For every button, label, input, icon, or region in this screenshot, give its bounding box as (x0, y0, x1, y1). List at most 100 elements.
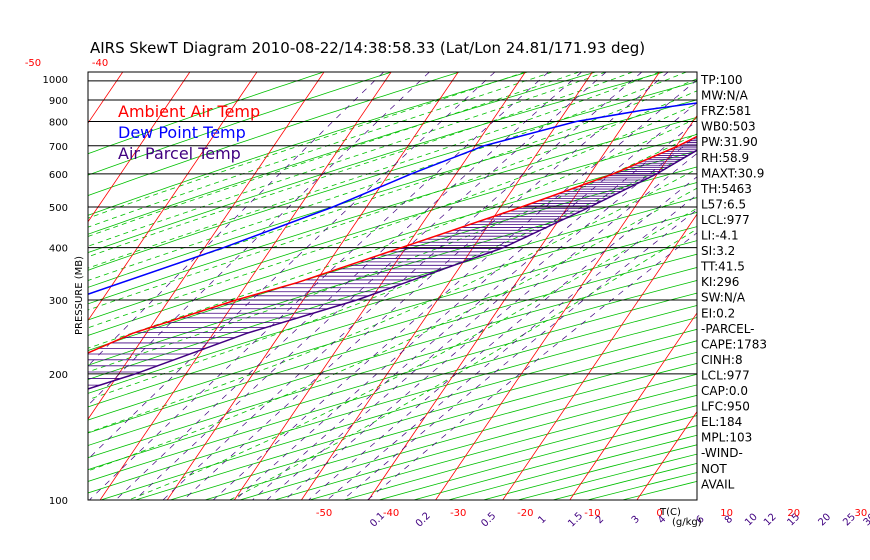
index-item: NOT (701, 462, 727, 476)
temp-tick-label: -10 (584, 508, 600, 519)
isotherm (99, 72, 392, 500)
index-item: MW:N/A (701, 89, 749, 103)
background-grid (88, 72, 697, 500)
index-item: TP:100 (700, 73, 743, 87)
index-item: MAXT:30.9 (701, 166, 764, 180)
x-axis-label: T(C) (659, 507, 681, 518)
y-axis-label: PRESSURE (MB) (74, 256, 85, 335)
mixing-ratio-line (326, 194, 697, 500)
dry-adiabat (88, 72, 664, 254)
index-item: -WIND- (701, 446, 743, 460)
chart-title: AIRS SkewT Diagram 2010-08-22/14:38:58.3… (90, 39, 645, 57)
index-item: CINH:8 (701, 353, 743, 367)
legend-dew-point-temp: Dew Point Temp (118, 123, 246, 142)
index-item: CAP:0.0 (701, 384, 748, 398)
dry-adiabat (88, 292, 697, 471)
moist-adiabat (88, 90, 697, 311)
legend: Ambient Air Temp Dew Point Temp Air Parc… (118, 102, 260, 163)
mixing-ratio-tick-label: 30 (862, 512, 870, 529)
temp-tick-label: -50 (316, 508, 332, 519)
moist-adiabat (88, 72, 687, 281)
mixing-ratio-line (212, 79, 697, 500)
dry-adiabat (88, 72, 460, 196)
temp-tick-label: -30 (450, 508, 466, 519)
index-item: LCL:977 (701, 213, 750, 227)
index-item: FRZ:581 (701, 104, 751, 118)
dry-adiabat (88, 267, 697, 446)
index-item: -PARCEL- (701, 322, 755, 336)
index-item: EI:0.2 (701, 306, 735, 320)
dry-adiabat (88, 81, 697, 271)
index-item: SI:3.2 (701, 244, 735, 258)
dry-adiabat (88, 240, 697, 421)
dry-adiabat (88, 72, 596, 235)
index-item: LI:-4.1 (701, 229, 739, 243)
temp-tick-label: -20 (517, 508, 533, 519)
index-item: MPL:103 (701, 431, 752, 445)
legend-air-parcel-temp: Air Parcel Temp (118, 144, 241, 163)
pressure-tick-label: 500 (49, 203, 68, 214)
index-item: PW:31.90 (701, 135, 758, 149)
mixing-ratio-line (234, 102, 697, 500)
isotherm (166, 72, 459, 500)
temp-tick-label: 10 (720, 508, 733, 519)
index-item: LFC:950 (701, 400, 750, 414)
plot-frame (87, 71, 698, 501)
isotherm (569, 312, 697, 500)
pressure-tick-label: 800 (49, 117, 68, 128)
moist-adiabat (88, 150, 697, 401)
dry-adiabat (88, 211, 697, 394)
mixing-ratio-line (162, 72, 643, 500)
pressure-tick-label: 900 (49, 96, 68, 107)
index-item: RH:58.9 (701, 151, 749, 165)
isotherm (88, 72, 191, 223)
isotherm (636, 410, 697, 500)
temp-tick-label: 0 (656, 508, 662, 519)
ambient-temp-line (88, 135, 697, 354)
moist-adiabat (88, 72, 607, 247)
isotherm (233, 72, 526, 500)
moist-adiabat (88, 168, 697, 433)
moist-adiabat (88, 72, 553, 228)
dry-adiabat (88, 226, 697, 408)
dry-adiabat (88, 116, 697, 305)
isotherm (502, 213, 697, 500)
moist-adiabat (229, 228, 697, 500)
dry-adiabat (88, 72, 324, 155)
moist-adiabat (128, 207, 697, 500)
index-item: TT:41.5 (700, 260, 745, 274)
pressure-tick-label: 700 (49, 142, 68, 153)
pressure-tick-label: 1000 (43, 75, 68, 86)
index-item: L57:6.5 (701, 197, 746, 211)
isotherm (88, 72, 325, 420)
plot-border (87, 71, 698, 501)
pressure-tick-label: 400 (49, 244, 68, 255)
pressure-tick-label: 100 (49, 496, 68, 507)
dry-adiabat (88, 99, 697, 288)
dry-adiabat (88, 72, 392, 176)
mixing-ratio-line (183, 72, 669, 500)
moist-adiabat (88, 72, 580, 237)
isotherm (435, 114, 697, 500)
index-item: SW:N/A (701, 291, 746, 305)
moist-adiabat (88, 72, 660, 269)
index-item: EL:184 (701, 415, 742, 429)
dew-point-line (88, 102, 697, 295)
air-parcel-line (88, 149, 697, 390)
mixing-ratio-line (252, 120, 697, 500)
top-temp-tick-label: -40 (92, 58, 108, 69)
dry-adiabat (88, 305, 697, 482)
index-item: AVAIL (701, 477, 735, 491)
mixing-ratio-line (89, 72, 549, 500)
mixing-ratio-unit: (g/kg) (672, 517, 702, 528)
index-item: WB0:503 (701, 120, 756, 134)
top-temp-tick-label: -50 (25, 58, 41, 69)
dry-adiabat (88, 317, 697, 494)
profile-lines (88, 102, 697, 390)
temp-tick-label: 20 (787, 508, 800, 519)
dry-adiabat (88, 253, 697, 434)
dry-adiabat (88, 279, 697, 459)
moist-adiabat (88, 103, 697, 329)
